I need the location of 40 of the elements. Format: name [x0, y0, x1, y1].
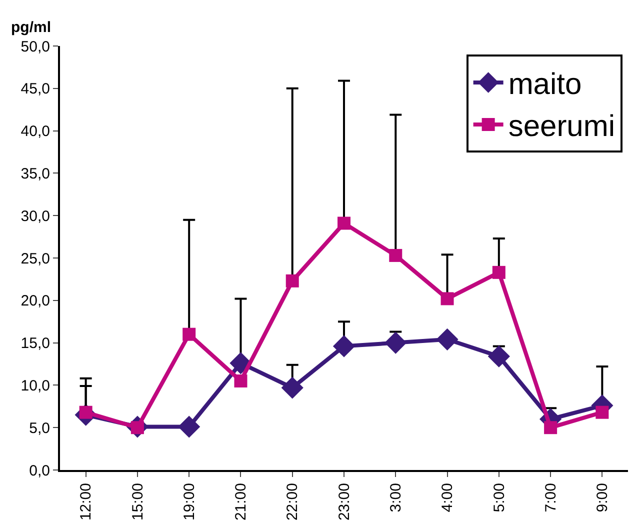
y-tick-label: 50,0 — [20, 38, 50, 56]
y-tick-label: 20,0 — [20, 292, 50, 310]
x-tick-label: 19:00 — [180, 483, 198, 521]
x-tick-label: 12:00 — [78, 483, 95, 521]
point — [286, 274, 299, 288]
point — [182, 328, 196, 341]
x-tick-label: 3:00 — [388, 483, 405, 512]
point — [389, 248, 402, 262]
y-axis-title: pg/ml — [11, 19, 51, 36]
point — [488, 345, 510, 368]
point — [384, 332, 407, 354]
x-tick-label: 23:00 — [336, 483, 353, 521]
y-tick-label: 30,0 — [20, 208, 50, 225]
point — [544, 421, 558, 434]
y-tick-label: 5,0 — [29, 420, 50, 437]
x-tick-label: 21:00 — [232, 483, 250, 521]
x-tick-label: 15:00 — [129, 483, 146, 521]
point — [596, 406, 609, 419]
point — [492, 266, 506, 279]
x-tick-label: 4:00 — [439, 483, 456, 512]
point — [338, 216, 350, 230]
legend-label: maito — [508, 68, 582, 102]
y-tick-label: 0,0 — [29, 462, 50, 480]
x-tick-label: 5:00 — [490, 483, 508, 512]
point — [440, 292, 454, 306]
point — [178, 416, 200, 438]
x-tick-label: 7:00 — [542, 483, 560, 512]
y-tick-label: 25,0 — [20, 250, 50, 268]
point — [281, 376, 304, 399]
legend-label: seerumi — [508, 110, 616, 144]
point — [436, 328, 458, 350]
y-tick-label: 40,0 — [20, 123, 50, 140]
point — [332, 335, 356, 358]
x-tick-label: 9:00 — [594, 483, 612, 512]
x-tick-label: 22:00 — [284, 483, 302, 521]
y-tick-label: 15,0 — [20, 335, 50, 352]
point — [234, 374, 248, 388]
y-tick-label: 35,0 — [20, 165, 50, 182]
y-tick-label: 10,0 — [20, 377, 50, 394]
y-tick-label: 45,0 — [20, 80, 50, 98]
